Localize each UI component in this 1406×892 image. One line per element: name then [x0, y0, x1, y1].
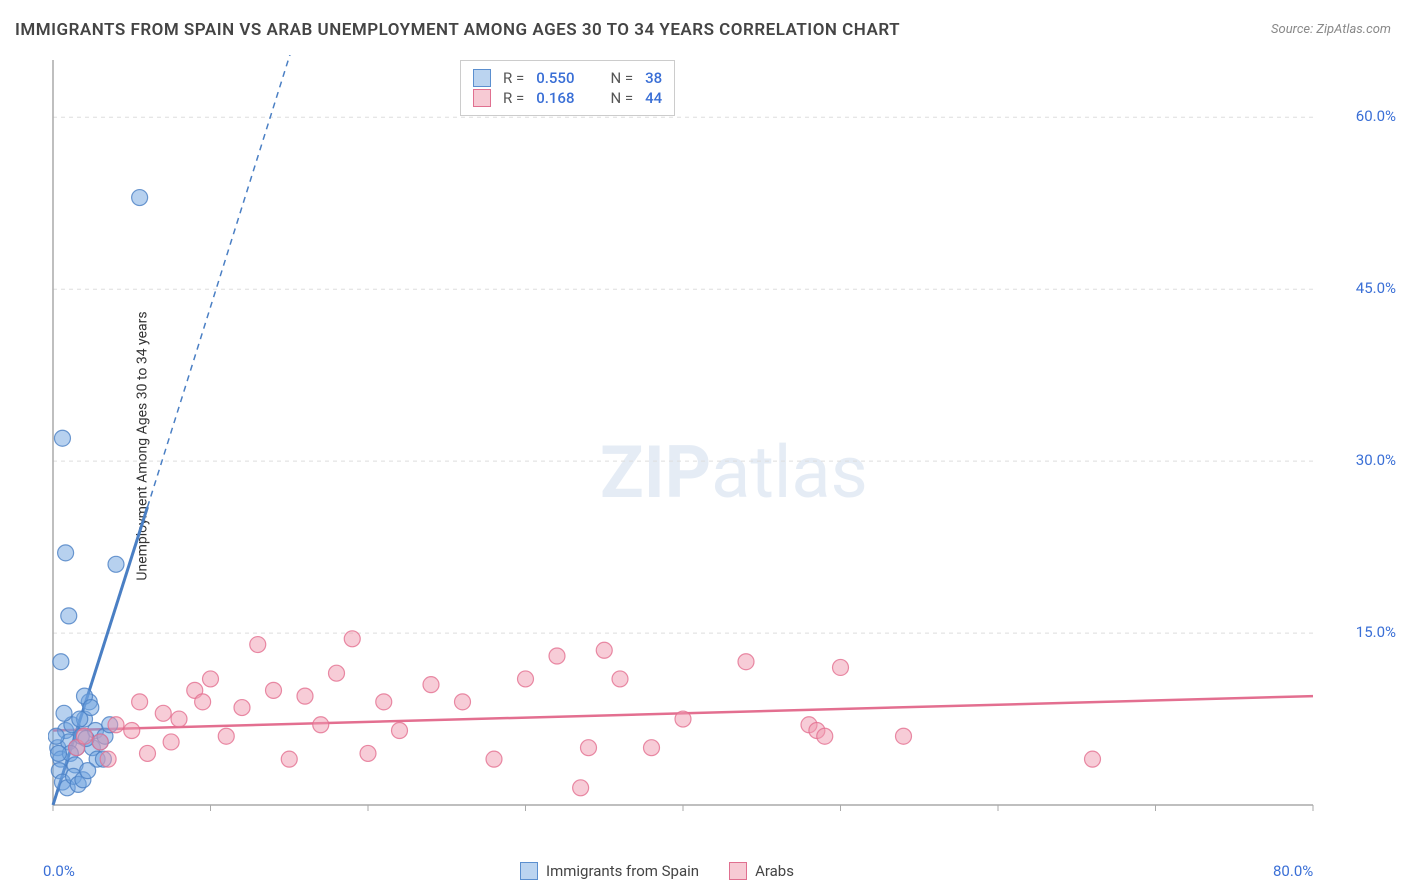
- legend-label-blue: Immigrants from Spain: [546, 862, 699, 880]
- y-tick-label: 30.0%: [1356, 451, 1396, 469]
- n-label: N =: [610, 69, 633, 87]
- x-tick-label: 0.0%: [43, 862, 75, 880]
- x-tick-label: 80.0%: [1273, 862, 1313, 880]
- n-value-blue: 38: [645, 69, 662, 87]
- r-value-blue: 0.550: [536, 69, 574, 87]
- n-value-pink: 44: [645, 89, 662, 107]
- legend-item-blue: Immigrants from Spain: [520, 862, 699, 880]
- swatch-pink-icon: [729, 862, 747, 880]
- n-label: N =: [610, 89, 633, 107]
- swatch-blue-icon: [473, 69, 491, 87]
- swatch-pink-icon: [473, 89, 491, 107]
- legend-label-pink: Arabs: [755, 862, 794, 880]
- y-tick-label: 15.0%: [1356, 623, 1396, 641]
- scatter-chart: [48, 55, 1368, 835]
- y-tick-label: 45.0%: [1356, 279, 1396, 297]
- r-label: R =: [503, 89, 524, 107]
- chart-title: IMMIGRANTS FROM SPAIN VS ARAB UNEMPLOYME…: [15, 20, 900, 40]
- legend-item-pink: Arabs: [729, 862, 794, 880]
- r-value-pink: 0.168: [536, 89, 574, 107]
- legend-stats: R = 0.550 N = 38 R = 0.168 N = 44: [460, 60, 675, 116]
- r-label: R =: [503, 69, 524, 87]
- y-tick-label: 60.0%: [1356, 107, 1396, 125]
- source-text: Source: ZipAtlas.com: [1271, 22, 1391, 37]
- legend-bottom: Immigrants from Spain Arabs: [520, 862, 794, 880]
- legend-row-blue: R = 0.550 N = 38: [473, 69, 662, 87]
- swatch-blue-icon: [520, 862, 538, 880]
- legend-row-pink: R = 0.168 N = 44: [473, 89, 662, 107]
